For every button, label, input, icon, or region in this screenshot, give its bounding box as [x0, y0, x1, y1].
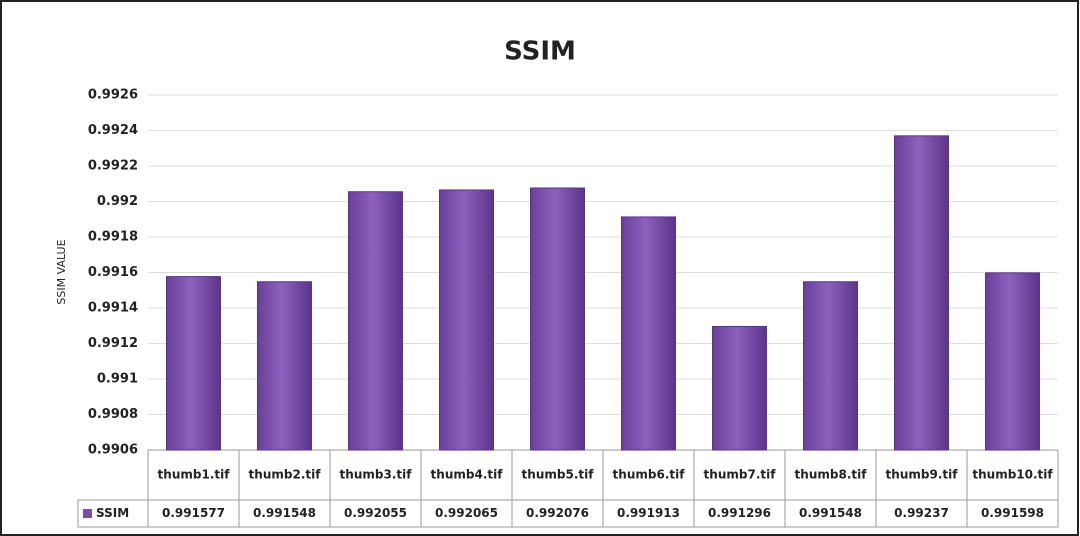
chart-title: SSIM: [504, 37, 576, 67]
bar: [166, 276, 221, 451]
y-tick-label: 0.9906: [88, 443, 138, 458]
table-value: 0.991598: [981, 506, 1044, 520]
bar: [985, 272, 1040, 451]
table-value: 0.991577: [162, 506, 225, 520]
x-tick-label: thumb10.tif: [972, 468, 1053, 482]
bar: [621, 216, 676, 451]
y-tick-label: 0.9922: [88, 159, 138, 174]
table-value: 0.991913: [617, 506, 680, 520]
y-tick-label: 0.9924: [88, 123, 138, 138]
table-value: 0.991296: [708, 506, 771, 520]
y-tick-label: 0.9918: [88, 230, 138, 245]
table-value: 0.99237: [894, 506, 949, 520]
table-value: 0.992055: [344, 506, 407, 520]
x-tick-label: thumb7.tif: [704, 468, 777, 482]
x-tick-label: thumb5.tif: [522, 468, 595, 482]
x-tick-label: thumb2.tif: [249, 468, 322, 482]
y-tick-label: 0.991: [97, 372, 138, 387]
y-tick-label: 0.9912: [88, 336, 138, 351]
table-value: 0.992065: [435, 506, 498, 520]
x-tick-label: thumb9.tif: [886, 468, 959, 482]
bar: [257, 281, 312, 451]
y-axis-label: SSIM VALUE: [55, 239, 68, 304]
bar: [530, 187, 585, 451]
x-tick-label: thumb3.tif: [340, 468, 413, 482]
y-tick-label: 0.9926: [88, 88, 138, 103]
y-tick-label: 0.992: [97, 194, 138, 209]
bar: [712, 325, 767, 451]
y-tick-label: 0.9914: [88, 301, 138, 316]
bar: [803, 281, 858, 451]
table-value: 0.991548: [799, 506, 862, 520]
bar: [894, 135, 949, 451]
legend-swatch: [83, 509, 92, 518]
x-tick-label: thumb4.tif: [431, 468, 504, 482]
x-tick-label: thumb8.tif: [795, 468, 868, 482]
legend-label: SSIM: [96, 506, 129, 520]
x-tick-label: thumb6.tif: [613, 468, 686, 482]
y-tick-label: 0.9908: [88, 407, 138, 422]
table-value: 0.991548: [253, 506, 316, 520]
bar: [439, 189, 494, 451]
table-value: 0.992076: [526, 506, 589, 520]
bar: [348, 191, 403, 451]
y-tick-label: 0.9916: [88, 265, 138, 280]
x-tick-label: thumb1.tif: [158, 468, 231, 482]
